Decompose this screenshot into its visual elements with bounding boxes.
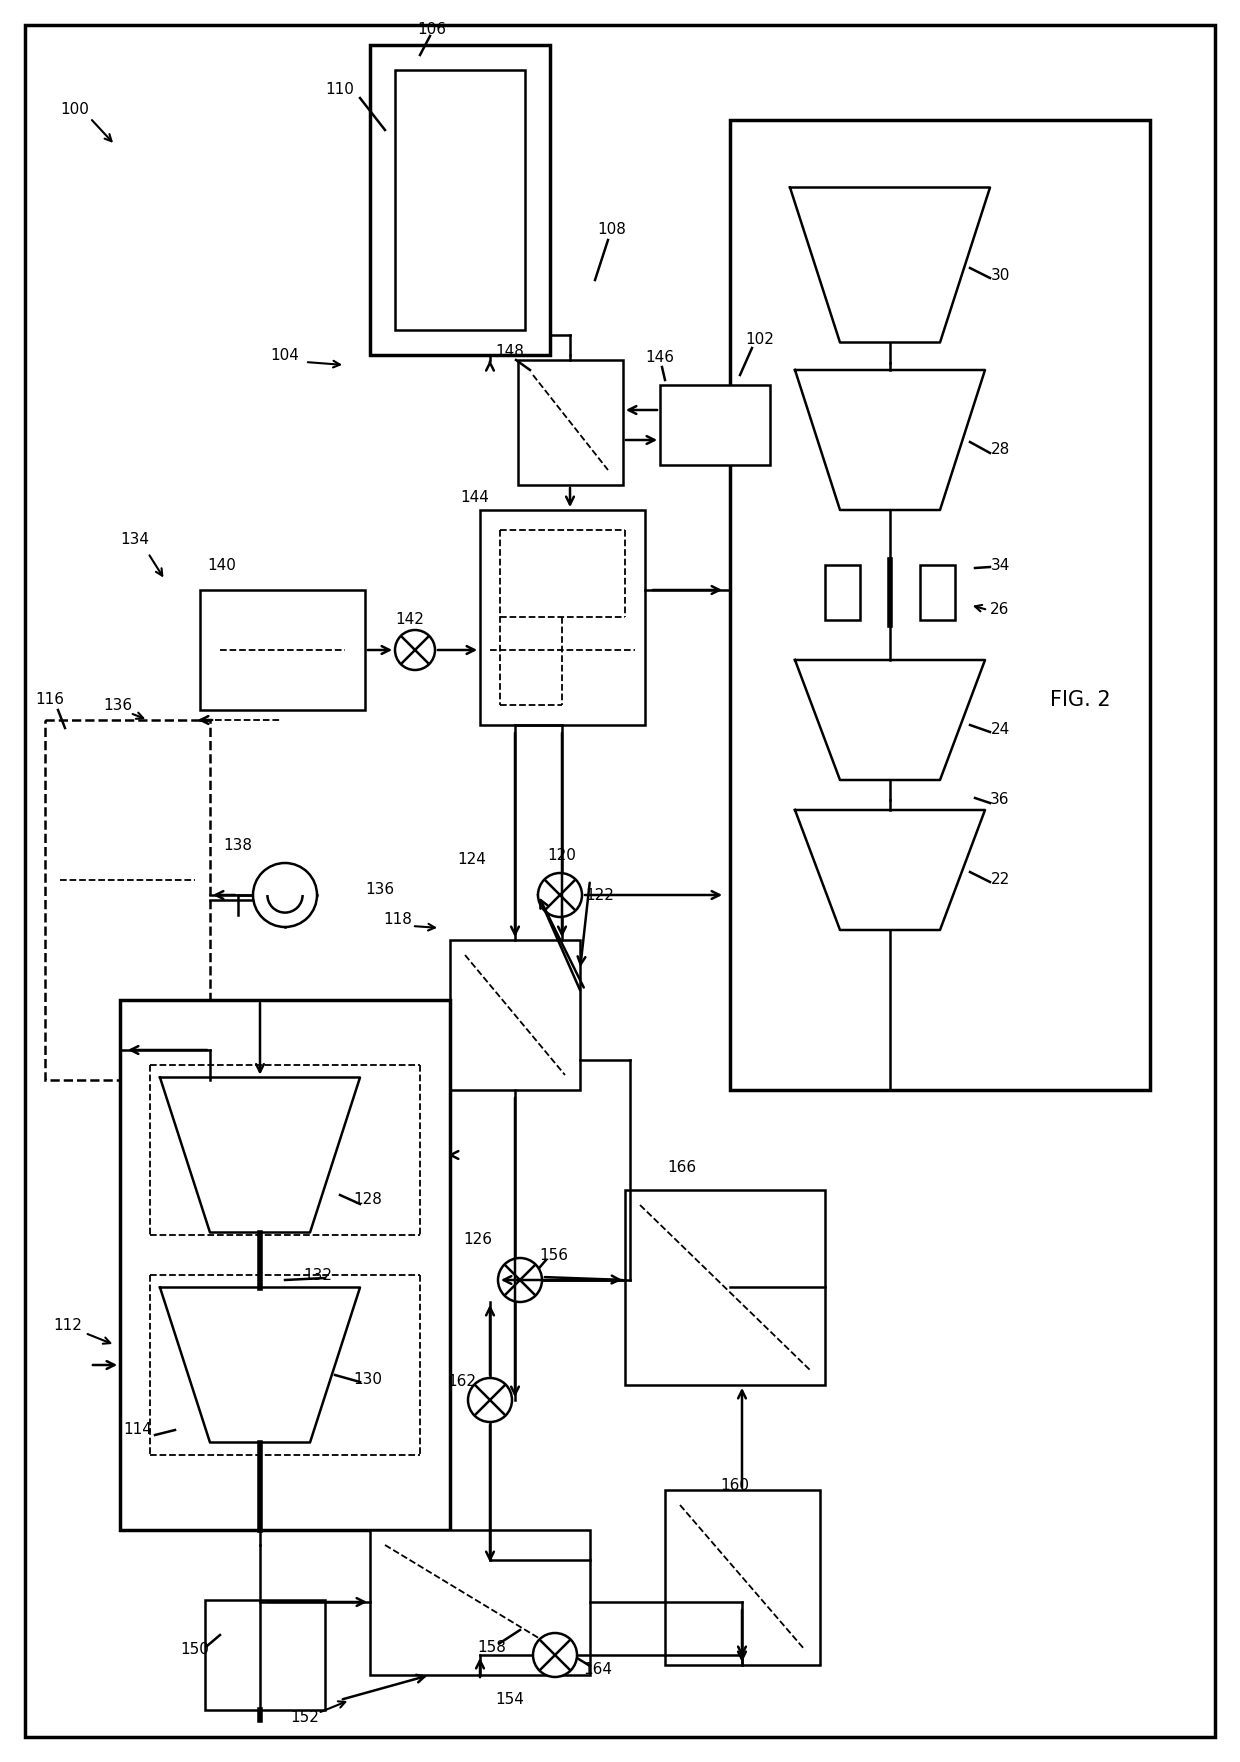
- Text: 152: 152: [290, 1711, 320, 1725]
- Text: 138: 138: [223, 837, 253, 853]
- Bar: [205, 1600, 325, 1709]
- Circle shape: [467, 1378, 512, 1422]
- Text: 126: 126: [464, 1232, 492, 1247]
- Text: 150: 150: [181, 1642, 210, 1658]
- Text: 122: 122: [585, 888, 615, 902]
- Circle shape: [253, 863, 317, 927]
- Bar: [625, 1189, 825, 1385]
- Text: 24: 24: [991, 722, 1009, 738]
- Text: 28: 28: [991, 442, 1009, 458]
- Text: 136: 136: [366, 883, 394, 897]
- Text: 136: 136: [103, 698, 133, 712]
- Text: 142: 142: [396, 613, 424, 627]
- Text: 132: 132: [304, 1267, 332, 1283]
- Circle shape: [498, 1258, 542, 1302]
- Text: 154: 154: [496, 1693, 525, 1707]
- Text: 104: 104: [270, 347, 299, 363]
- Text: 144: 144: [460, 490, 490, 506]
- Bar: [450, 939, 580, 1091]
- Bar: [825, 566, 861, 620]
- Text: 130: 130: [353, 1373, 382, 1387]
- Text: 128: 128: [353, 1193, 382, 1207]
- Text: 118: 118: [383, 913, 413, 927]
- Text: 120: 120: [548, 848, 577, 863]
- Bar: [480, 509, 645, 724]
- Text: 30: 30: [991, 268, 1009, 282]
- Bar: [920, 566, 955, 620]
- Text: 124: 124: [458, 853, 486, 867]
- Text: 166: 166: [667, 1161, 697, 1175]
- Circle shape: [533, 1633, 577, 1677]
- Text: 164: 164: [584, 1663, 613, 1677]
- Text: 156: 156: [539, 1247, 568, 1263]
- Text: 34: 34: [991, 557, 1009, 573]
- Bar: [518, 359, 622, 485]
- Text: 106: 106: [418, 23, 446, 37]
- Bar: [730, 120, 1149, 1091]
- Bar: [396, 70, 525, 329]
- Text: 102: 102: [745, 333, 775, 347]
- Text: FIG. 2: FIG. 2: [1050, 691, 1110, 710]
- Text: 36: 36: [991, 793, 1009, 807]
- Text: 162: 162: [448, 1374, 476, 1390]
- Text: 26: 26: [991, 603, 1009, 617]
- Circle shape: [538, 872, 582, 916]
- Bar: [45, 721, 210, 1080]
- Bar: [120, 1001, 450, 1529]
- Text: 110: 110: [326, 83, 355, 97]
- Text: 148: 148: [496, 345, 525, 359]
- Bar: [200, 590, 365, 710]
- Text: 160: 160: [720, 1478, 749, 1492]
- Text: 22: 22: [991, 872, 1009, 888]
- Text: 112: 112: [53, 1318, 82, 1332]
- Text: 158: 158: [477, 1640, 506, 1656]
- Circle shape: [396, 631, 435, 670]
- Text: 146: 146: [646, 351, 675, 365]
- Text: 140: 140: [207, 557, 237, 573]
- Bar: [370, 46, 551, 354]
- Text: 108: 108: [598, 222, 626, 238]
- Text: 134: 134: [120, 532, 150, 548]
- Bar: [665, 1491, 820, 1665]
- Text: 114: 114: [124, 1422, 153, 1438]
- Text: 100: 100: [61, 102, 89, 118]
- Text: 116: 116: [36, 692, 64, 708]
- Bar: [370, 1529, 590, 1676]
- Bar: [660, 386, 770, 465]
